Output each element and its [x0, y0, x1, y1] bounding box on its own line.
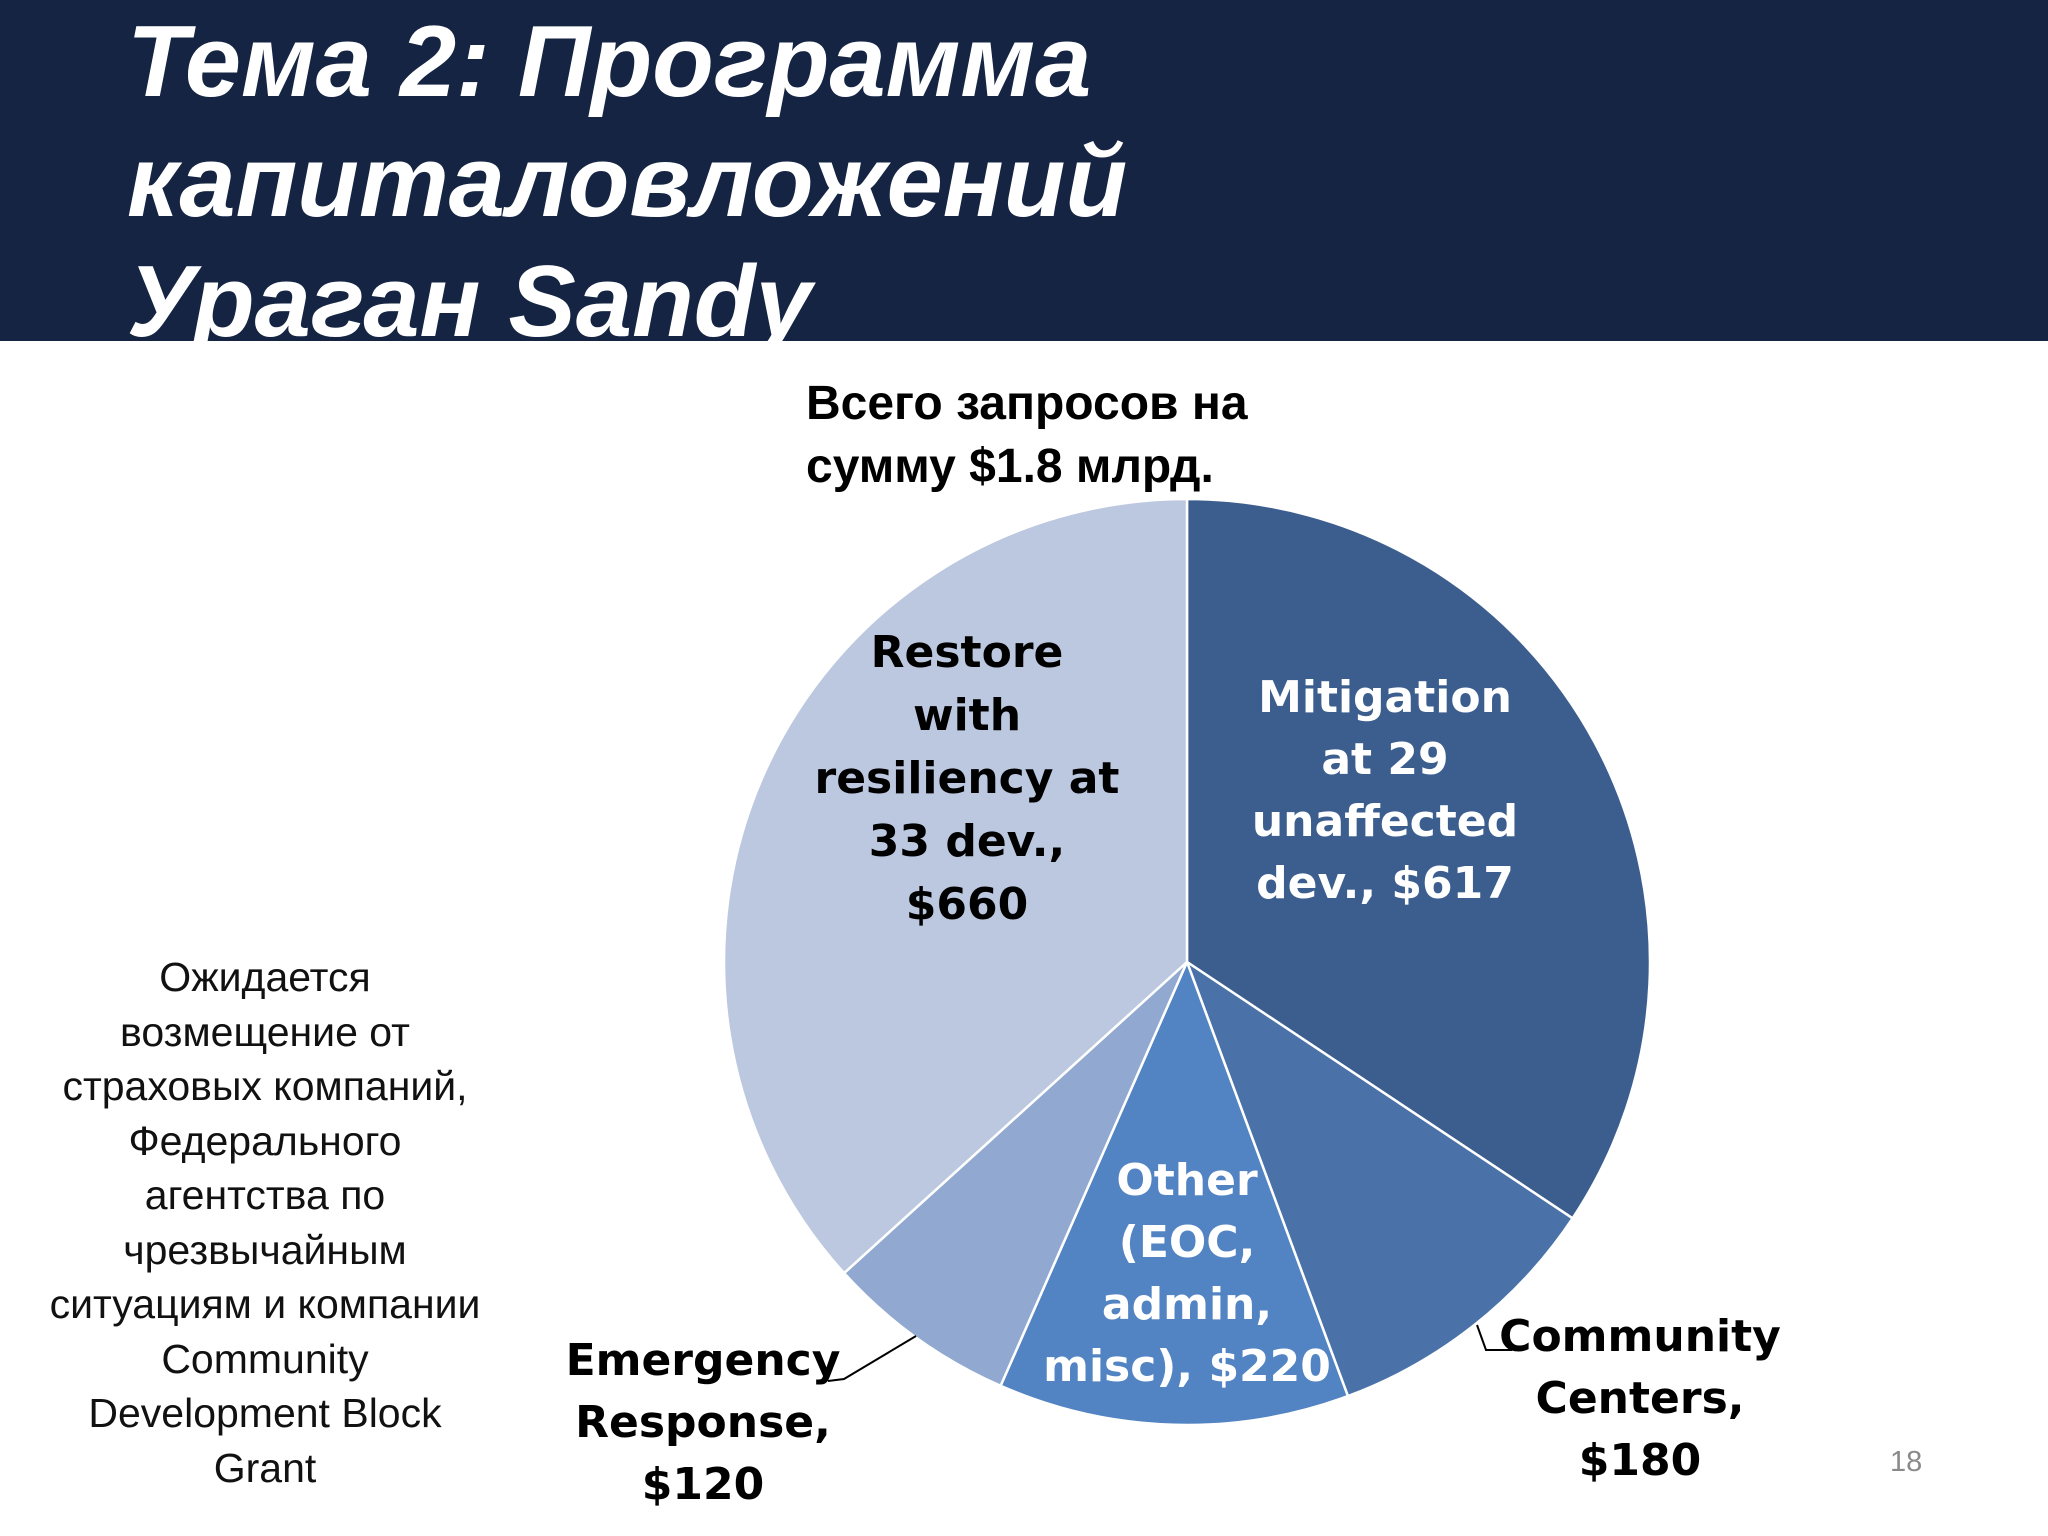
leader-line-emergency-response	[827, 1335, 917, 1382]
slice-label-line: Restore	[871, 627, 1064, 678]
slice-label-line: admin,	[1102, 1279, 1272, 1330]
slice-label-line: at 29	[1321, 734, 1448, 785]
slice-label-line: dev., $617	[1256, 858, 1514, 909]
slice-label-line: Centers,	[1536, 1373, 1745, 1424]
slice-label-mitigation-at-29-unaffected-dev: Mitigation at 29 unaffected dev., $617	[1252, 672, 1518, 909]
slice-label-line: misc), $220	[1043, 1341, 1331, 1392]
slice-label-line: Other	[1116, 1155, 1258, 1206]
slice-label-line: $660	[906, 879, 1028, 930]
note-line: агентства по	[144, 1172, 386, 1218]
slice-label-line: unaffected	[1252, 796, 1518, 847]
note-line: Grant	[213, 1444, 317, 1491]
slice-label-line: (EOC,	[1119, 1217, 1256, 1268]
slice-label-line: $180	[1579, 1435, 1701, 1486]
page-number: 18	[1890, 1446, 1923, 1478]
pie-labels: Mitigation at 29 unaffected dev., $617 Commu…	[566, 627, 1781, 1510]
slice-label-line: with	[913, 690, 1021, 741]
slice-label-line: Response,	[575, 1397, 831, 1448]
slice-label-line: Emergency	[566, 1335, 841, 1386]
note-line: ситуациям и компании	[49, 1281, 481, 1327]
chart-title: Всего запросов на сумму $1.8 млрд.	[806, 372, 1248, 498]
pie-slices	[722, 497, 1652, 1427]
slice-label-line: resiliency at	[815, 753, 1120, 804]
pie-slice-restore-with-resiliency-at-33-dev	[722, 497, 1189, 1275]
slide-title-line: Ураган Sandy	[127, 246, 812, 341]
slide-title-line: Тема 2: Программа	[127, 6, 1092, 118]
slice-label-line: 33 dev.,	[869, 816, 1065, 867]
pie-slice-community-centers	[1184, 958, 1575, 1398]
note-line: чрезвычайным	[123, 1226, 407, 1273]
note-line: Community	[161, 1335, 369, 1382]
note-line: возмещение от	[120, 1008, 410, 1055]
pie-slice-emergency-response	[842, 961, 1189, 1388]
slice-label-emergency-response: Emergency Response, $120	[566, 1335, 841, 1510]
slide-title-line: капиталовложений	[127, 126, 1128, 238]
note-line: Ожидается	[159, 954, 371, 1000]
note-line: Федерального	[128, 1117, 402, 1164]
slice-label-line: Mitigation	[1258, 672, 1512, 723]
slice-label-line: $120	[642, 1459, 764, 1510]
title-bar: Тема 2: Программа капиталовложений Урага…	[0, 0, 2048, 341]
slice-label-line: Community	[1499, 1311, 1781, 1362]
slice-label-other-eoc-admin-misc: Other (EOC, admin, misc), $220	[1043, 1155, 1331, 1392]
note-line: страховых компаний,	[62, 1063, 468, 1109]
note-line: Development Block	[88, 1390, 442, 1436]
leader-line-community-centers	[1476, 1324, 1512, 1351]
chart-title-line: сумму $1.8 млрд.	[806, 440, 1214, 493]
slice-label-community-centers: Community Centers, $180	[1499, 1311, 1781, 1486]
reimbursement-note: Ожидается возмещение от страховых компан…	[14, 950, 516, 1495]
chart-title-line: Всего запросов на	[806, 377, 1248, 430]
slice-label-restore-with-resiliency-at-33-dev: Restore with resiliency at 33 dev., $660	[815, 627, 1120, 930]
pie-slice-other-eoc-admin-misc	[998, 958, 1350, 1427]
slide-title: Тема 2: Программа капиталовложений Урага…	[127, 2, 1127, 341]
